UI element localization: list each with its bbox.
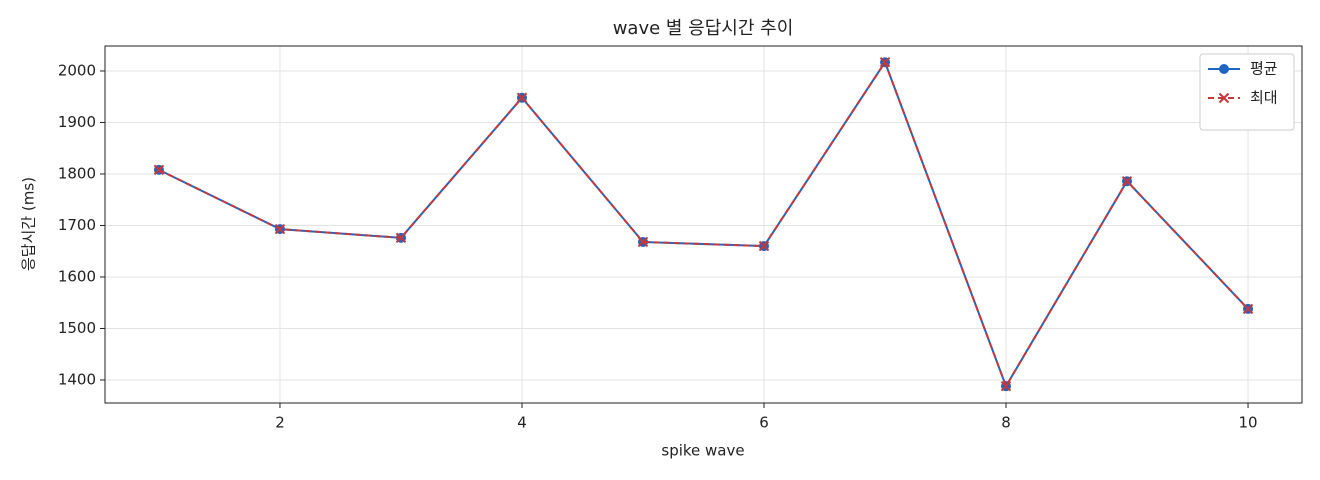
series-line [158, 60, 1249, 389]
x-tick-label: 6 [759, 414, 769, 432]
marker [637, 236, 649, 248]
marker [395, 232, 407, 244]
marker [879, 57, 891, 68]
x-tick-label: 2 [275, 414, 285, 432]
legend-label: 평균 [1250, 60, 1278, 78]
x-tick-label: 10 [1238, 414, 1257, 432]
y-tick-label: 2000 [58, 61, 96, 79]
y-axis-label: 응답시간 (ms) [20, 177, 38, 271]
legend-label: 최대 [1250, 89, 1278, 107]
marker [1000, 380, 1012, 392]
y-tick-label: 1400 [58, 370, 96, 388]
x-axis-label: spike wave [661, 442, 744, 460]
legend-marker [1218, 92, 1230, 104]
y-tick-label: 1800 [58, 164, 96, 182]
marker [153, 164, 165, 176]
marker [1242, 303, 1254, 315]
series-line [158, 60, 1249, 389]
legend-box [1199, 53, 1295, 131]
plot-frame [104, 45, 1303, 404]
y-tick-label: 1900 [58, 113, 96, 131]
y-tick-label: 1600 [58, 267, 96, 285]
marker [516, 92, 528, 103]
marker [274, 223, 286, 235]
marker [758, 240, 770, 252]
x-tick-label: 4 [517, 414, 527, 432]
chart-title: wave 별 응답시간 추이 [613, 18, 794, 39]
y-tick-label: 1700 [58, 216, 96, 234]
marker [1121, 175, 1133, 187]
x-tick-label: 8 [1001, 414, 1011, 432]
legend-marker [1219, 64, 1229, 74]
y-tick-label: 1500 [58, 319, 96, 337]
